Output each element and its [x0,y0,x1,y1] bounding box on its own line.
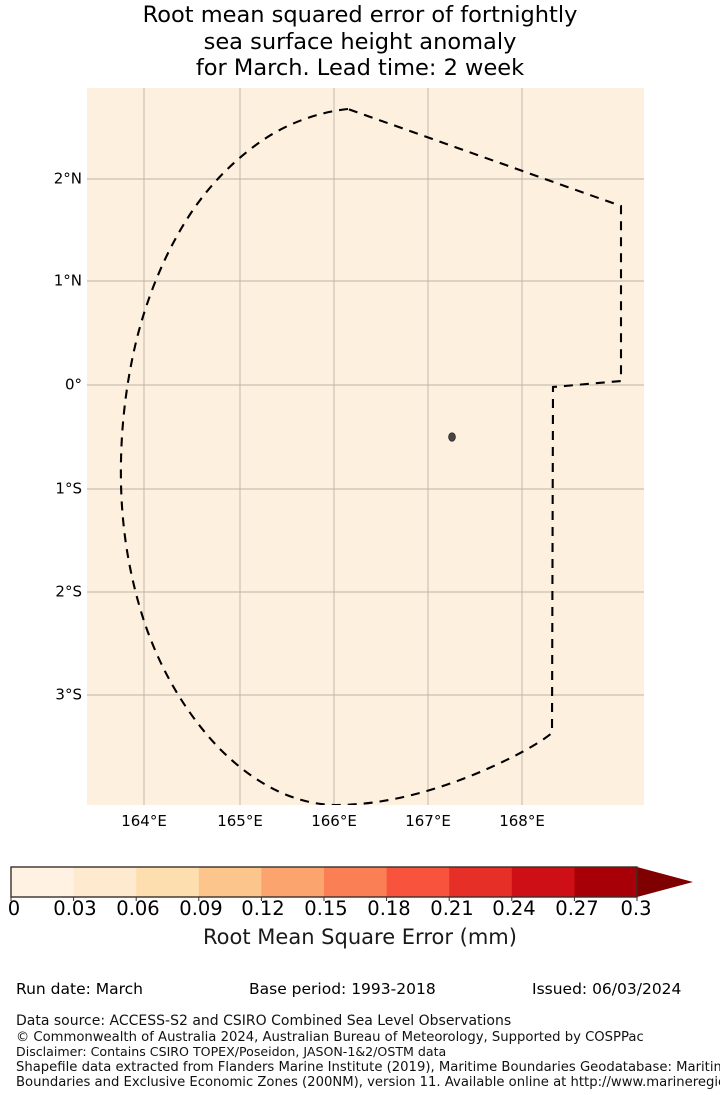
shapefile-text-line-2: Boundaries and Exclusive Economic Zones … [16,1075,720,1091]
eez-boundary-line [119,107,623,805]
x-tick-164e: 164°E [121,812,167,830]
disclaimer-text: Disclaimer: Contains CSIRO TOPEX/Poseido… [16,1044,447,1060]
cbar-tick-024: 0.24 [492,897,536,920]
shapefile-text-line-1: Shapefile data extracted from Flanders M… [16,1060,720,1075]
page-title: Root mean squared error of fortnightly s… [0,2,720,82]
colorbar-extend-arrow [637,867,693,897]
colorbar-segment [136,867,200,897]
base-period-text: Base period: 1993-2018 [249,980,436,998]
colorbar-segment [198,867,262,897]
y-tick-1n: 1°N [53,271,82,290]
colorbar-segment [386,867,450,897]
cbar-tick-018: 0.18 [367,897,411,920]
x-tick-166e: 166°E [311,812,357,830]
y-tick-0: 0° [64,375,82,394]
run-date-text: Run date: March [16,980,143,998]
title-line-3: for March. Lead time: 2 week [195,55,525,81]
cbar-tick-015: 0.15 [304,897,348,920]
colorbar-segment [324,867,387,897]
colorbar-segment [511,867,575,897]
island-marker [448,432,456,442]
cbar-tick-012: 0.12 [241,897,285,920]
y-tick-3s: 3°S [55,685,82,704]
map-plot-area[interactable] [87,88,644,805]
y-tick-1s: 1°S [55,479,82,498]
cbar-tick-009: 0.09 [179,897,223,920]
title-line-1: Root mean squared error of fortnightly [142,2,578,28]
colorbar-segment [261,867,325,897]
map-gridlines [87,88,644,805]
colorbar-segment [574,867,638,897]
cbar-tick-027: 0.27 [555,897,599,920]
footer-disclaimer-block: Data source: ACCESS-S2 and CSIRO Combine… [16,1012,720,1091]
cbar-tick-03: 0.3 [620,897,652,920]
colorbar-axis-label: Root Mean Square Error (mm) [203,925,517,949]
y-tick-2n: 2°N [53,169,82,188]
x-tick-168e: 168°E [499,812,545,830]
map-canvas [87,88,644,805]
colorbar-segment [11,867,74,897]
issued-date-text: Issued: 06/03/2024 [532,980,682,998]
colorbar-segment [73,867,137,897]
title-line-2: sea surface height anomaly [203,28,517,55]
y-axis-ticks: 2°N 1°N 0° 1°S 2°S 3°S [0,0,82,1095]
cbar-tick-003: 0.03 [53,897,97,920]
cbar-tick-006: 0.06 [116,897,160,920]
x-tick-167e: 167°E [405,812,451,830]
cbar-tick-0: 0 [7,897,21,920]
y-tick-2s: 2°S [55,582,82,601]
colorbar-swatches[interactable] [0,862,710,902]
data-source-text: Data source: ACCESS-S2 and CSIRO Combine… [16,1013,512,1029]
cbar-tick-021: 0.21 [430,897,474,920]
colorbar-segment [449,867,513,897]
copyright-text: © Commonwealth of Australia 2024, Austra… [16,1030,644,1045]
footer-metadata-row: Run date: March Base period: 1993-2018 I… [0,980,720,1002]
x-tick-165e: 165°E [217,812,263,830]
